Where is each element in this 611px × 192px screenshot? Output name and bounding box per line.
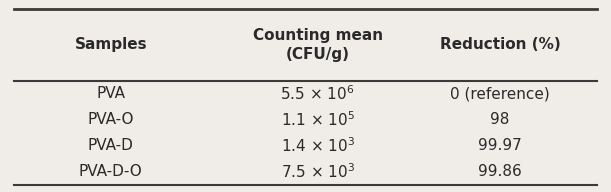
Text: PVA: PVA [97,86,125,101]
Text: 99.86: 99.86 [478,164,522,180]
Text: PVA-D-O: PVA-D-O [79,164,143,180]
Text: Samples: Samples [75,37,147,52]
Text: Reduction (%): Reduction (%) [440,37,560,52]
Text: 99.97: 99.97 [478,138,522,153]
Text: PVA-O: PVA-O [87,112,134,127]
Text: Counting mean
(CFU/g): Counting mean (CFU/g) [252,28,382,62]
Text: 0 (reference): 0 (reference) [450,86,550,101]
Text: 1.4 × 10$^{3}$: 1.4 × 10$^{3}$ [280,137,355,155]
Text: 5.5 × 10$^{6}$: 5.5 × 10$^{6}$ [280,84,355,103]
Text: PVA-D: PVA-D [88,138,134,153]
Text: 7.5 × 10$^{3}$: 7.5 × 10$^{3}$ [280,163,355,181]
Text: 1.1 × 10$^{5}$: 1.1 × 10$^{5}$ [280,111,354,129]
Text: 98: 98 [491,112,510,127]
